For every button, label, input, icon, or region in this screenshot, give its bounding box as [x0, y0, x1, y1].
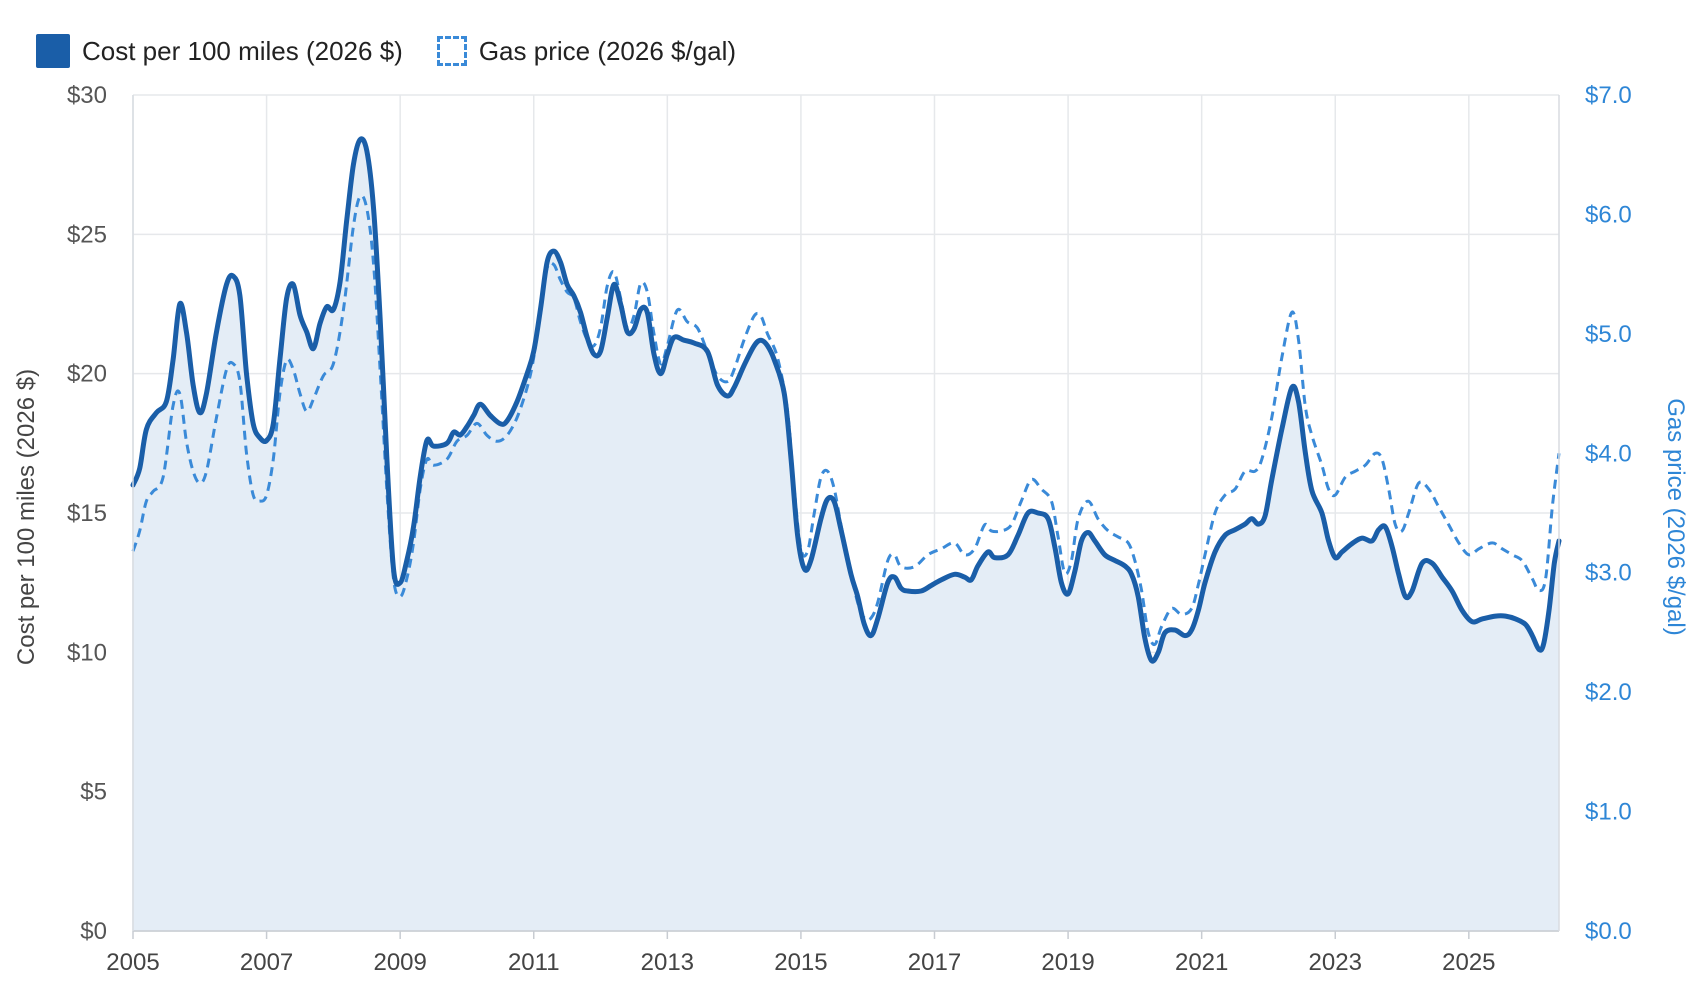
legend-label-cost: Cost per 100 miles (2026 $) — [82, 35, 403, 66]
legend-item-cost[interactable]: Cost per 100 miles (2026 $) — [36, 34, 403, 68]
y-right-tick-label: $3.0 — [1585, 560, 1632, 587]
axes: Cost per 100 miles (2026 $) Gas price (2… — [13, 82, 1689, 976]
x-tick-label: 2007 — [240, 949, 293, 976]
x-tick-label: 2023 — [1309, 949, 1362, 976]
legend: Cost per 100 miles (2026 $) Gas price (2… — [36, 34, 736, 68]
x-tick-label: 2013 — [641, 949, 694, 976]
y-right-tick-label: $7.0 — [1585, 82, 1632, 109]
y-right-tick-label: $5.0 — [1585, 321, 1632, 348]
y-left-tick-label: $5 — [80, 779, 107, 806]
x-tick-label: 2015 — [774, 949, 827, 976]
y-left-tick-label: $20 — [67, 361, 107, 388]
cost-per-100-miles-line — [130, 136, 1562, 664]
y-right-tick-label: $2.0 — [1585, 679, 1632, 706]
y-right-tick-label: $4.0 — [1585, 440, 1632, 467]
y-axis-left-title: Cost per 100 miles (2026 $) — [13, 369, 40, 665]
legend-item-gas[interactable]: Gas price (2026 $/gal) — [436, 35, 737, 67]
x-tick-label: 2025 — [1442, 949, 1495, 976]
legend-label-gas: Gas price (2026 $/gal) — [478, 35, 737, 66]
y-left-tick-label: $0 — [80, 918, 107, 945]
y-right-tick-label: $6.0 — [1585, 201, 1632, 228]
y-right-tick-label: $0.0 — [1585, 918, 1632, 945]
line-layer — [130, 136, 1562, 664]
x-tick-label: 2009 — [373, 949, 426, 976]
legend-swatch-solid-icon — [36, 34, 70, 68]
x-tick-label: 2021 — [1175, 949, 1228, 976]
y-left-tick-label: $15 — [67, 500, 107, 527]
x-tick-label: 2019 — [1041, 949, 1094, 976]
x-tick-label: 2017 — [908, 949, 961, 976]
gas-price-line — [131, 194, 1561, 647]
x-tick-label: 2011 — [508, 949, 560, 976]
legend-swatch-dashed-icon — [436, 36, 467, 66]
y-left-tick-label: $25 — [67, 221, 107, 248]
y-right-tick-label: $1.0 — [1585, 799, 1632, 826]
area-layer — [133, 138, 1559, 931]
y-left-tick-label: $10 — [67, 639, 107, 666]
y-axis-right-title: Gas price (2026 $/gal) — [1662, 398, 1689, 635]
cost-area-fill — [133, 138, 1559, 931]
y-left-tick-label: $30 — [67, 82, 107, 109]
x-tick-label: 2005 — [106, 949, 159, 976]
